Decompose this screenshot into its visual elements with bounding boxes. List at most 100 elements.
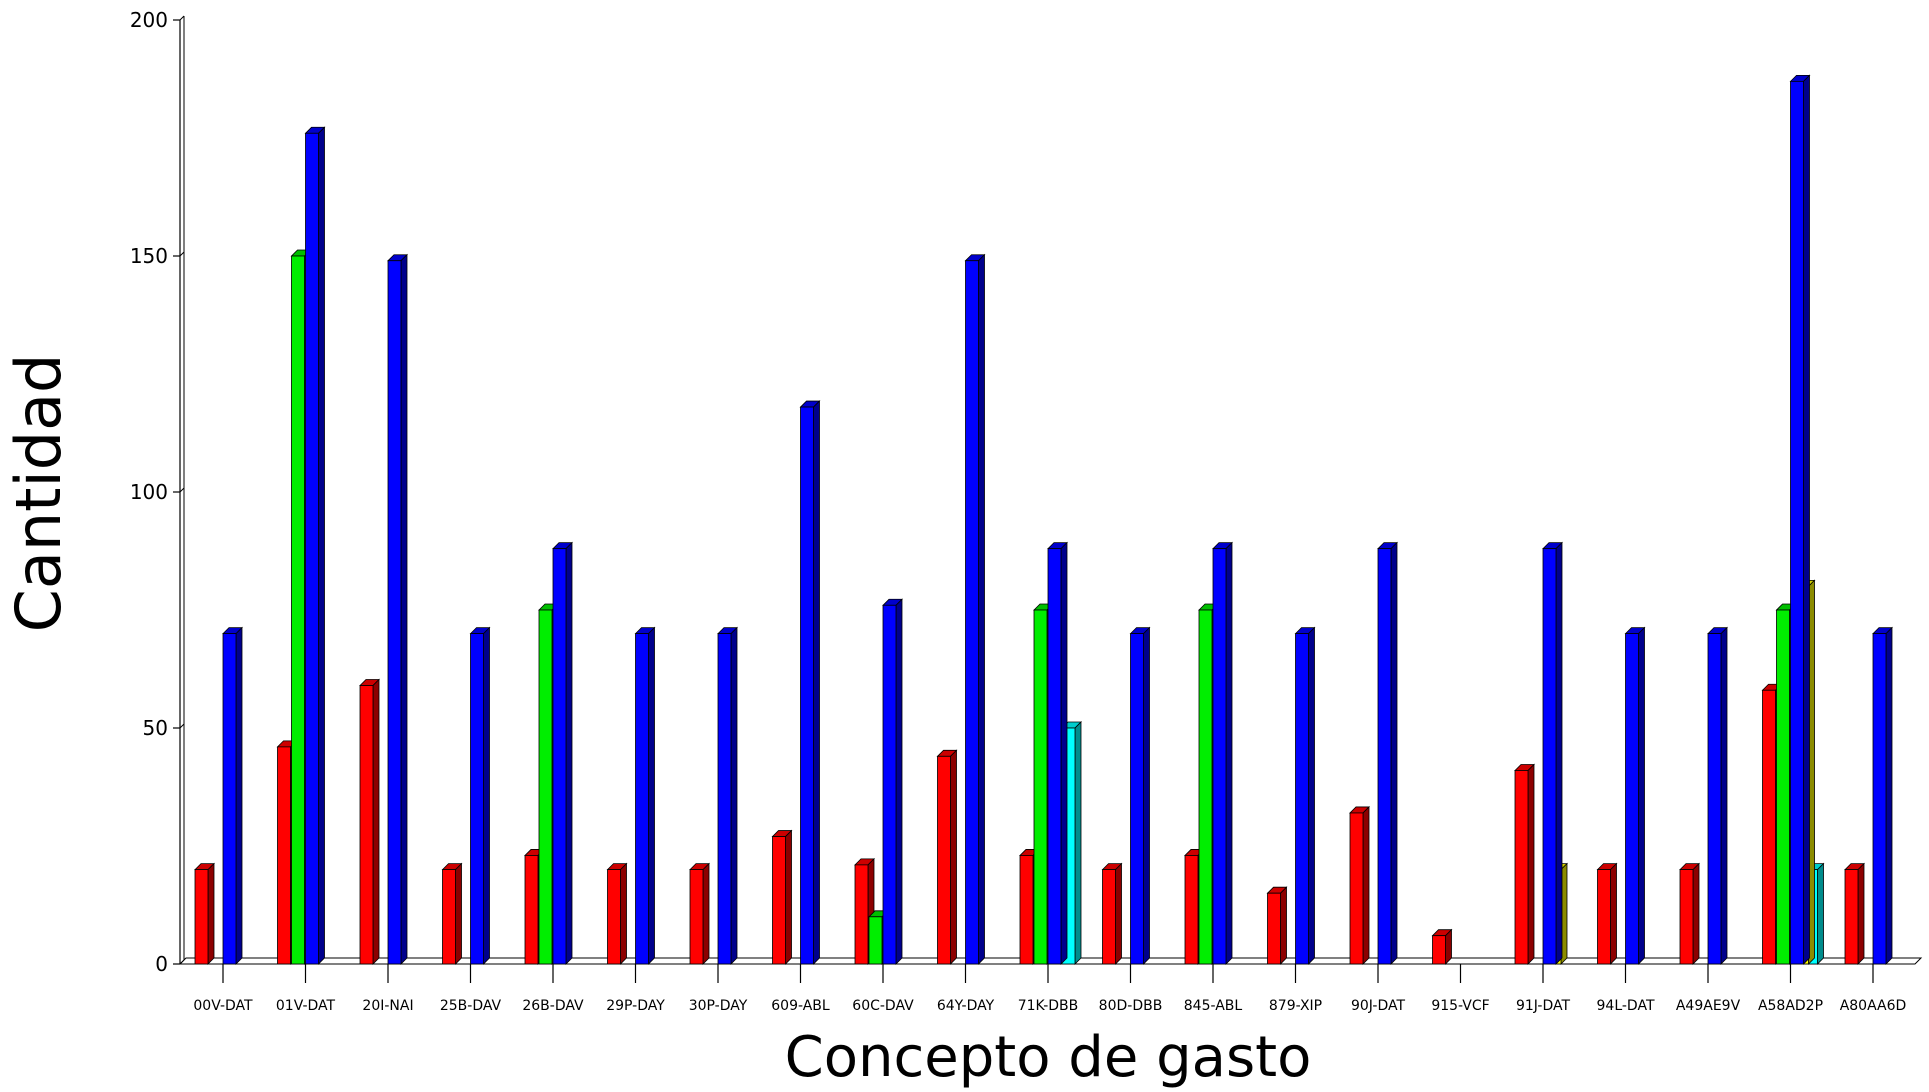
bar-group xyxy=(606,626,656,965)
bar-group xyxy=(1596,626,1646,965)
bar xyxy=(1129,626,1151,965)
bar-group xyxy=(1844,626,1893,965)
x-tick-label: A58AD2P xyxy=(1758,998,1823,1014)
bar xyxy=(1101,862,1123,965)
bar xyxy=(1844,862,1865,965)
bar xyxy=(1377,541,1398,965)
bar-group xyxy=(441,626,491,965)
x-tick-label: 609-ABL xyxy=(771,998,830,1014)
bar-side-face xyxy=(1885,626,1893,965)
x-tick-label: 90J-DAT xyxy=(1351,998,1406,1014)
bar-front-face xyxy=(1184,855,1199,965)
bar-front-face xyxy=(689,869,704,965)
bar-front-face xyxy=(1432,935,1446,965)
bar-side-face xyxy=(1692,862,1700,965)
bar-group xyxy=(359,253,408,965)
bar-front-face xyxy=(1198,609,1213,965)
bar-front-face xyxy=(1762,689,1776,965)
bar-side-face xyxy=(1857,862,1865,965)
bar xyxy=(882,598,903,965)
x-tick-label: 25B-DAV xyxy=(440,998,502,1014)
bar-group xyxy=(276,126,326,965)
bar-side-face xyxy=(950,749,957,965)
bar-side-face xyxy=(1555,541,1563,965)
bar xyxy=(1212,541,1233,965)
bar-front-face xyxy=(305,132,319,965)
bar-side-face xyxy=(1074,721,1082,965)
bar-side-face xyxy=(372,678,380,965)
bar xyxy=(1624,626,1646,965)
bar-side-face xyxy=(895,598,903,965)
bar-side-face xyxy=(1143,626,1150,965)
bar xyxy=(936,749,958,965)
bar-front-face xyxy=(868,916,883,965)
bar-side-face xyxy=(455,862,462,965)
bar-front-face xyxy=(1047,548,1062,965)
bar-side-face xyxy=(565,541,573,965)
y-tick-depth xyxy=(179,251,185,257)
bar-side-face xyxy=(702,862,710,965)
bar-side-face xyxy=(207,862,215,965)
bar xyxy=(771,829,793,965)
bar-group xyxy=(1349,541,1398,965)
y-tick-depth xyxy=(179,959,185,965)
bar-front-face xyxy=(1514,770,1529,965)
bar xyxy=(634,626,656,965)
bar-group xyxy=(689,626,738,965)
bar-side-face xyxy=(235,626,243,965)
x-tick-label: A80AA6D xyxy=(1840,998,1907,1014)
bar-side-face xyxy=(1610,862,1617,965)
bar-group xyxy=(194,626,243,965)
bar-group xyxy=(936,253,986,965)
bar-front-face xyxy=(635,633,649,965)
bar-side-face xyxy=(1225,541,1233,965)
bar-side-face xyxy=(1308,626,1315,965)
bar-front-face xyxy=(772,836,786,965)
bar-front-face xyxy=(854,864,869,965)
x-tick-label: 845-ABL xyxy=(1184,998,1243,1014)
bar xyxy=(1679,862,1700,965)
bar xyxy=(1596,862,1618,965)
bar xyxy=(1707,626,1728,965)
bar-group xyxy=(1266,626,1316,965)
bar-front-face xyxy=(882,604,897,965)
bar xyxy=(799,400,821,965)
bar-front-face xyxy=(800,406,814,965)
bar-front-face xyxy=(1102,869,1116,965)
bar xyxy=(222,626,243,965)
bar-group xyxy=(1184,541,1233,965)
x-tick-label: 26B-DAV xyxy=(522,998,584,1014)
bar xyxy=(1542,541,1563,965)
bar xyxy=(1789,74,1811,965)
bar-side-face xyxy=(1060,541,1068,965)
bar-front-face xyxy=(552,548,567,965)
bar xyxy=(1349,805,1370,965)
bar-group xyxy=(524,541,573,965)
bar-front-face xyxy=(1790,80,1804,965)
bar-group xyxy=(1761,74,1825,965)
bar-side-face xyxy=(318,126,325,965)
bar-group xyxy=(771,400,821,965)
y-axis-ticks: 0 50 100 150 200 xyxy=(130,8,185,976)
x-tick-label: 60C-DAV xyxy=(852,998,914,1014)
bars xyxy=(194,74,1893,965)
bar-front-face xyxy=(1033,609,1048,965)
x-tick-label: 915-VCF xyxy=(1431,998,1489,1014)
bar-front-face xyxy=(277,746,291,965)
bar xyxy=(964,253,986,965)
bar-front-face xyxy=(470,633,484,965)
bar-front-face xyxy=(1625,633,1639,965)
bar xyxy=(1047,541,1068,965)
bar-side-face xyxy=(813,400,820,965)
bar xyxy=(441,862,463,965)
x-tick-label: 30P-DAY xyxy=(689,998,748,1014)
bar-side-face xyxy=(1803,74,1810,965)
bar-front-face xyxy=(1872,633,1887,965)
bar-side-face xyxy=(483,626,490,965)
bar-front-face xyxy=(1844,869,1859,965)
y-tick-label: 100 xyxy=(130,480,168,504)
x-tick-label: 64Y-DAY xyxy=(937,998,995,1014)
bar-front-face xyxy=(937,755,951,965)
bar-side-face xyxy=(1817,862,1824,965)
